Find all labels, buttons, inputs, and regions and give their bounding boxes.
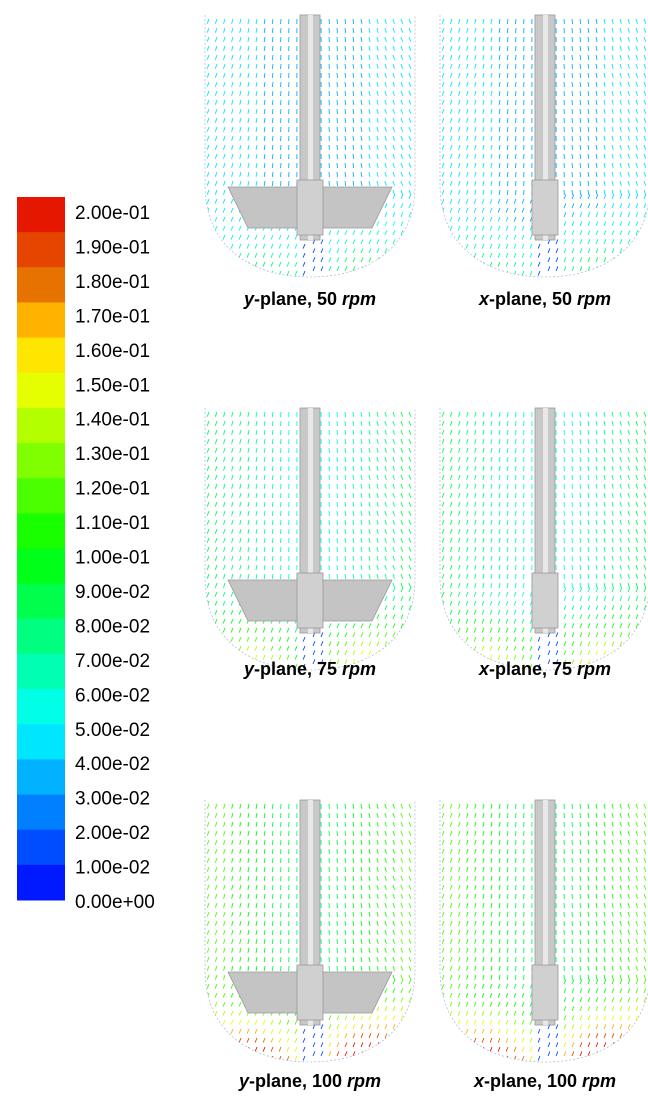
caption-part: rpm — [347, 1071, 381, 1091]
caption-part: rpm — [577, 659, 611, 679]
color-band — [17, 373, 65, 409]
caption-part: rpm — [342, 659, 376, 679]
colorbar-label: 1.70e-01 — [75, 306, 150, 327]
velocity-vectors — [215, 1042, 411, 1060]
vessel-panel — [440, 15, 648, 277]
velocity-vectors — [207, 1033, 411, 1060]
velocity-vectors — [247, 266, 371, 275]
hub — [532, 573, 558, 628]
color-band — [17, 759, 65, 795]
panel-caption: y-plane, 50 rpm — [243, 289, 376, 309]
velocity-vectors — [450, 257, 638, 275]
vessel-panel — [205, 408, 415, 670]
vessel-panel — [205, 800, 415, 1062]
caption-part: -plane, 100 — [484, 1071, 582, 1091]
colorbar-label: 1.20e-01 — [75, 479, 150, 500]
vessel-panel — [440, 800, 648, 1062]
panel-caption: x-plane, 100 rpm — [473, 1071, 616, 1091]
colorbar-label: 1.00e-02 — [75, 858, 150, 879]
velocity-vectors — [450, 1042, 646, 1060]
colorbar-label: 1.30e-01 — [75, 444, 150, 465]
hub — [532, 965, 558, 1020]
hub — [532, 180, 558, 235]
panel-caption: x-plane, 50 rpm — [478, 289, 611, 309]
caption-part: rpm — [582, 1071, 616, 1091]
hub — [297, 573, 323, 628]
hub — [297, 965, 323, 1020]
colorbar-label: 3.00e-02 — [75, 789, 150, 810]
velocity-vectors — [207, 1024, 411, 1056]
color-band — [17, 584, 65, 620]
hub — [297, 180, 323, 235]
velocity-vectors — [207, 248, 411, 275]
color-band — [17, 654, 65, 690]
velocity-vectors — [442, 248, 646, 275]
colorbar-label: 4.00e-02 — [75, 754, 150, 775]
velocity-vectors — [482, 266, 606, 275]
colorbar-label: 9.00e-02 — [75, 582, 150, 603]
panel-caption: x-plane, 75 rpm — [478, 659, 611, 679]
color-band — [17, 549, 65, 585]
colorbar-label: 2.00e-02 — [75, 823, 150, 844]
colorbar-label: 2.00e-01 — [75, 203, 150, 224]
caption-part: rpm — [342, 289, 376, 309]
caption-part: -plane, 50 — [489, 289, 577, 309]
colorbar-label: 8.00e-02 — [75, 616, 150, 637]
caption-part: -plane, 75 — [489, 659, 577, 679]
color-band — [17, 197, 65, 233]
color-band — [17, 689, 65, 725]
color-band — [17, 724, 65, 760]
caption-part: rpm — [577, 289, 611, 309]
panel-caption: y-plane, 100 rpm — [238, 1071, 381, 1091]
color-band — [17, 830, 65, 866]
velocity-vectors — [442, 1024, 646, 1056]
colorbar: 2.00e-01 1.90e-01 1.80e-01 1.70e-01 1.60e-01… — [17, 197, 155, 913]
velocity-vectors — [215, 257, 403, 275]
colorbar-label: 0.00e+00 — [75, 892, 155, 913]
colorbar-label: 6.00e-02 — [75, 685, 150, 706]
color-band — [17, 513, 65, 549]
colorbar-label: 1.60e-01 — [75, 341, 150, 362]
color-band — [17, 267, 65, 303]
panels: y-plane, 50 rpm x-plane, 50 rpm y-plane, 7… — [205, 15, 648, 1091]
caption-part: -plane, 75 — [254, 659, 342, 679]
colorbar-label: 7.00e-02 — [75, 651, 150, 672]
caption-part: -plane, 100 — [249, 1071, 347, 1091]
colorbar-label: 1.80e-01 — [75, 272, 150, 293]
color-band — [17, 338, 65, 374]
color-band — [17, 232, 65, 268]
color-band — [17, 302, 65, 338]
caption-part: -plane, 50 — [254, 289, 342, 309]
colorbar-label: 5.00e-02 — [75, 720, 150, 741]
color-band — [17, 619, 65, 655]
color-band — [17, 443, 65, 479]
velocity-vectors — [442, 1033, 646, 1060]
color-band — [17, 795, 65, 831]
vessel-panel — [205, 15, 415, 277]
colorbar-label: 1.50e-01 — [75, 375, 150, 396]
colorbar-label: 1.00e-01 — [75, 548, 150, 569]
color-band — [17, 865, 65, 901]
colorbar-label: 1.90e-01 — [75, 237, 150, 258]
colorbar-label: 1.40e-01 — [75, 410, 150, 431]
color-band — [17, 478, 65, 514]
colorbar-label: 1.10e-01 — [75, 513, 150, 534]
panel-caption: y-plane, 75 rpm — [243, 659, 376, 679]
figure: 2.00e-01 1.90e-01 1.80e-01 1.70e-01 1.60e-01… — [0, 0, 648, 1101]
vessel-panel — [440, 408, 648, 670]
color-band — [17, 408, 65, 444]
